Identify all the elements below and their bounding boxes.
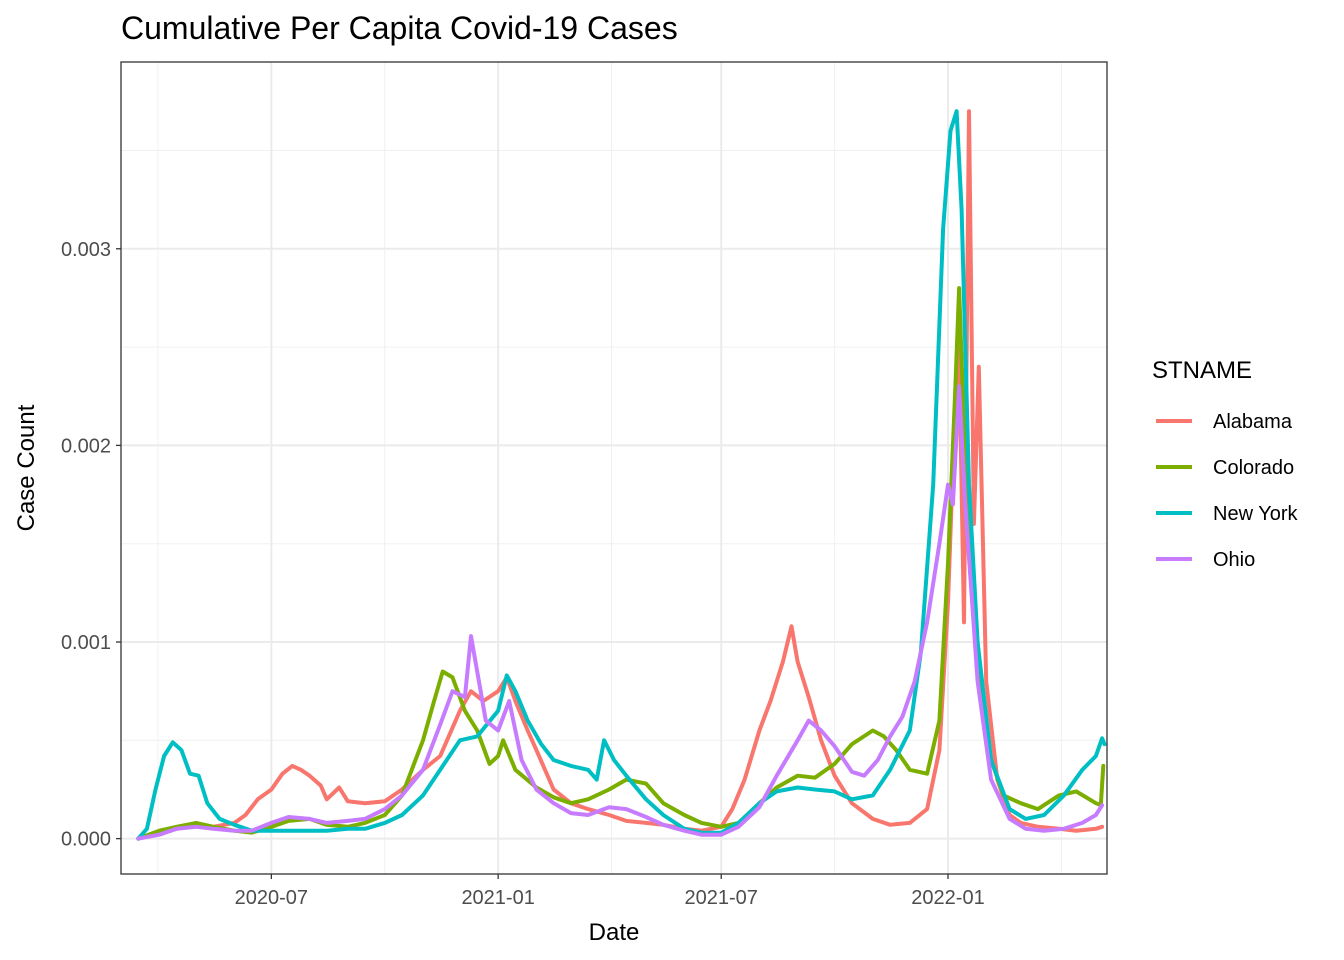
x-tick-label: 2021-01 [461,887,534,909]
y-tick-label: 0.002 [61,435,111,457]
x-tick-label: 2021-07 [685,887,758,909]
series-line-colorado [136,286,1106,841]
y-axis-title: Case Count [13,404,40,531]
series-line-ohio [136,384,1105,841]
legend-label-new-york: New York [1213,503,1298,525]
x-axis-ticks: 2020-07 2021-01 2021-07 2022-01 [235,874,985,909]
plot-panel-background [121,62,1107,874]
x-axis-title: Date [589,919,640,946]
y-tick-label: 0.000 [61,829,111,851]
legend-label-alabama: Alabama [1213,411,1293,433]
y-axis-ticks: 0.000 0.001 0.002 0.003 [61,239,121,851]
x-tick-label: 2022-01 [911,887,984,909]
y-tick-label: 0.003 [61,239,111,261]
chart-title: Cumulative Per Capita Covid-19 Cases [121,10,678,46]
legend-title: STNAME [1152,357,1252,384]
x-tick-label: 2020-07 [235,887,308,909]
series-line-alabama [136,109,1105,841]
plot-panel-border [120,61,1108,875]
legend-label-colorado: Colorado [1213,457,1294,479]
series-lines [136,109,1107,841]
y-tick-label: 0.001 [61,632,111,654]
legend: STNAME Alabama Colorado New York Ohio [1152,357,1298,571]
legend-label-ohio: Ohio [1213,549,1255,571]
